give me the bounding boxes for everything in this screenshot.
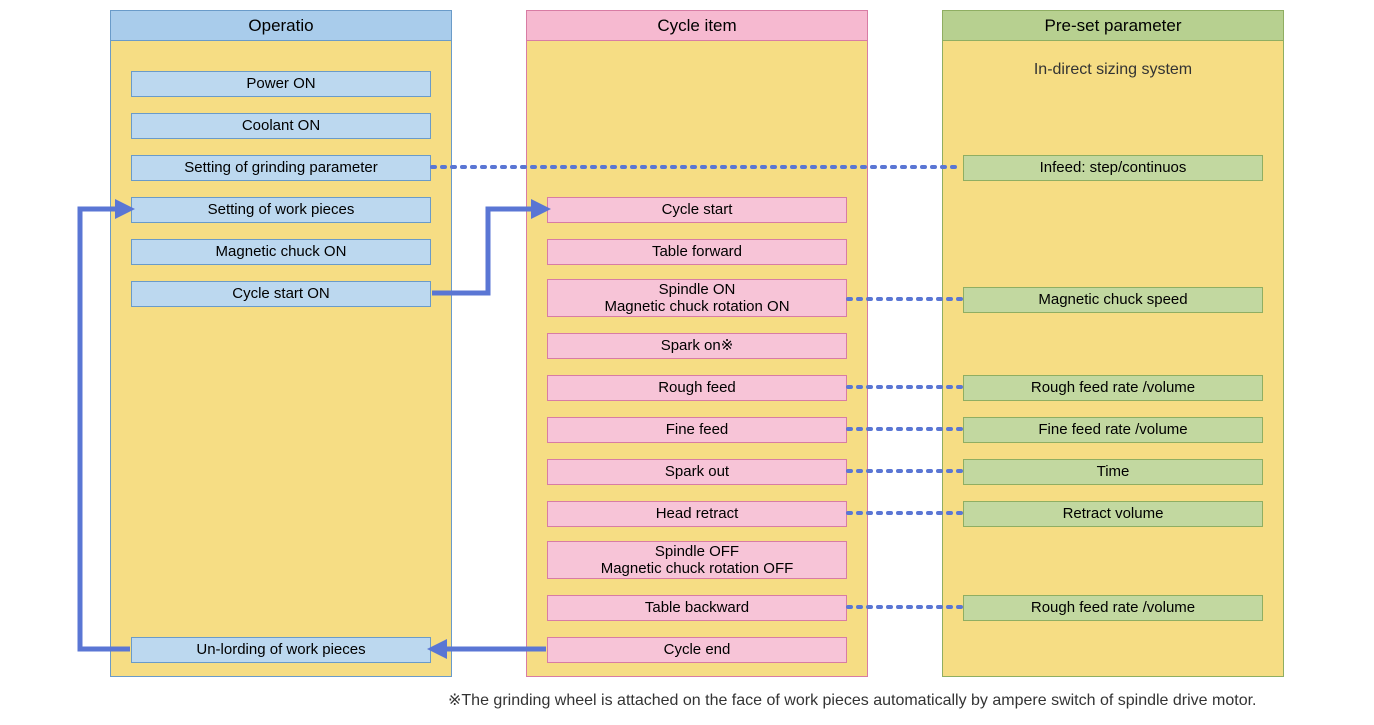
column-preset: Pre-set parameterIn-direct sizing system…: [942, 10, 1284, 677]
operation-item-setting-work-label: Setting of work pieces: [208, 201, 355, 218]
cycle-item-spark-on: Spark on※: [547, 333, 847, 359]
preset-item-retract-vol-label: Retract volume: [1063, 505, 1164, 522]
operation-item-mag-chuck-on: Magnetic chuck ON: [131, 239, 431, 265]
operation-item-cycle-start-on-label: Cycle start ON: [232, 285, 330, 302]
preset-item-infeed: Infeed: step/continuos: [963, 155, 1263, 181]
column-operation: Operatio Power ON Coolant ON Setting of gri…: [110, 10, 452, 677]
preset-item-retract-vol: Retract volume: [963, 501, 1263, 527]
column-header-operation: Operatio: [111, 11, 451, 41]
preset-item-mag-speed: Magnetic chuck speed: [963, 287, 1263, 313]
column-body-operation: Power ON Coolant ON Setting of grinding pa…: [111, 41, 451, 676]
cycle-item-spindle-on-line: Spindle ON: [659, 281, 736, 298]
column-cycle: Cycle item Cycle start Table forward Spindl…: [526, 10, 868, 677]
column-subtitle-preset: In-direct sizing system: [943, 61, 1283, 79]
column-body-cycle: Cycle startTable forwardSpindle ONMagnet…: [527, 41, 867, 676]
cycle-item-table-fwd: Table forward: [547, 239, 847, 265]
cycle-item-spindle-off-line: Spindle OFF: [655, 543, 739, 560]
preset-item-rough-rate2-label: Rough feed rate /volume: [1031, 599, 1195, 616]
cycle-item-table-back: Table backward: [547, 595, 847, 621]
cycle-item-head-retract-label: Head retract: [656, 505, 739, 522]
operation-item-unlording: Un-lording of work pieces: [131, 637, 431, 663]
cycle-item-fine-feed: Fine feed: [547, 417, 847, 443]
column-header-cycle: Cycle item: [527, 11, 867, 41]
cycle-item-rough-feed: Rough feed: [547, 375, 847, 401]
cycle-item-table-fwd-label: Table forward: [652, 243, 742, 260]
cycle-item-cycle-end-label: Cycle end: [664, 641, 731, 658]
footnote: ※The grinding wheel is attached on the f…: [448, 690, 1256, 710]
cycle-item-spindle-off: Spindle OFFMagnetic chuck rotation OFF: [547, 541, 847, 579]
column-body-preset: In-direct sizing system Infeed: step/cont…: [943, 41, 1283, 676]
operation-item-setting-work: Setting of work pieces: [131, 197, 431, 223]
cycle-item-cycle-start: Cycle start: [547, 197, 847, 223]
operation-item-unlording-label: Un-lording of work pieces: [196, 641, 365, 658]
cycle-item-spark-on-label: Spark on※: [661, 337, 734, 354]
column-header-preset: Pre-set parameter: [943, 11, 1283, 41]
cycle-item-spindle-off-line: Magnetic chuck rotation OFF: [601, 560, 794, 577]
operation-item-coolant-on-label: Coolant ON: [242, 117, 320, 134]
cycle-item-spark-out-label: Spark out: [665, 463, 729, 480]
preset-item-rough-rate2: Rough feed rate /volume: [963, 595, 1263, 621]
preset-item-fine-rate: Fine feed rate /volume: [963, 417, 1263, 443]
cycle-item-cycle-end: Cycle end: [547, 637, 847, 663]
preset-item-rough-rate-label: Rough feed rate /volume: [1031, 379, 1195, 396]
cycle-item-fine-feed-label: Fine feed: [666, 421, 729, 438]
cycle-item-table-back-label: Table backward: [645, 599, 749, 616]
cycle-item-spindle-on-line: Magnetic chuck rotation ON: [604, 298, 789, 315]
cycle-item-head-retract: Head retract: [547, 501, 847, 527]
operation-item-coolant-on: Coolant ON: [131, 113, 431, 139]
preset-item-time-label: Time: [1097, 463, 1130, 480]
cycle-item-cycle-start-label: Cycle start: [662, 201, 733, 218]
cycle-item-spindle-on: Spindle ONMagnetic chuck rotation ON: [547, 279, 847, 317]
operation-item-setting-grind-label: Setting of grinding parameter: [184, 159, 377, 176]
operation-item-power-on: Power ON: [131, 71, 431, 97]
operation-item-mag-chuck-on-label: Magnetic chuck ON: [216, 243, 347, 260]
operation-item-setting-grind: Setting of grinding parameter: [131, 155, 431, 181]
preset-item-time: Time: [963, 459, 1263, 485]
cycle-item-rough-feed-label: Rough feed: [658, 379, 736, 396]
preset-item-fine-rate-label: Fine feed rate /volume: [1038, 421, 1187, 438]
preset-item-infeed-label: Infeed: step/continuos: [1040, 159, 1187, 176]
preset-item-rough-rate: Rough feed rate /volume: [963, 375, 1263, 401]
operation-item-power-on-label: Power ON: [246, 75, 315, 92]
preset-item-mag-speed-label: Magnetic chuck speed: [1038, 291, 1187, 308]
operation-item-cycle-start-on: Cycle start ON: [131, 281, 431, 307]
cycle-item-spark-out: Spark out: [547, 459, 847, 485]
